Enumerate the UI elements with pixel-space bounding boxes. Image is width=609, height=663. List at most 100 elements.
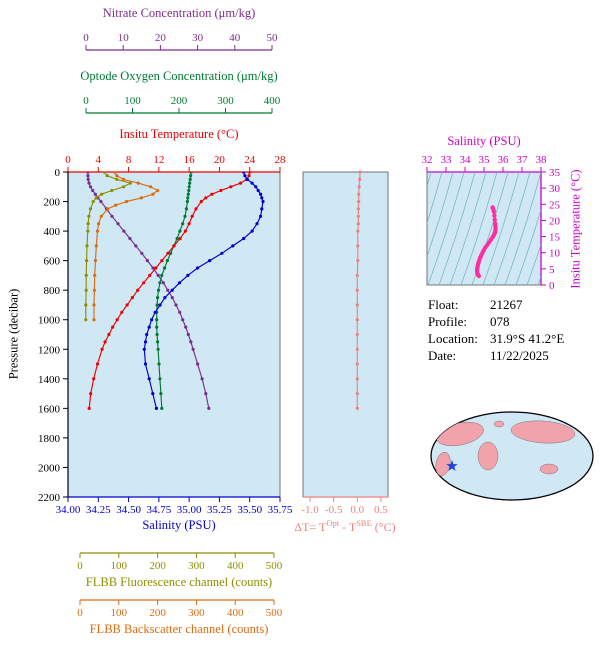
nitrate-tick-label: 30	[192, 32, 204, 44]
ts-temperature-tick-label: 10	[549, 248, 561, 260]
delta-t-tick-label: -0.5	[325, 504, 343, 516]
pressure-tick-label: 1800	[38, 433, 61, 445]
profile-label: Profile:	[428, 314, 467, 330]
backscatter-axis: 0 100 200 300 400 500	[77, 599, 283, 619]
temperature-tick-label: 0	[65, 154, 71, 166]
temperature-tick-label: 4	[96, 154, 102, 166]
temperature-tick-label: 12	[153, 154, 164, 166]
nitrate-tick-label: 50	[267, 32, 279, 44]
location-row: Location: 31.9°S 41.2°E	[428, 330, 564, 347]
nitrate-axis: 0 10 20 30 40 50	[83, 32, 279, 51]
ts-salinity-tick-label: 36	[498, 154, 510, 166]
nitrate-tick-label: 40	[229, 32, 241, 44]
float-id-row: Float: 21267	[428, 296, 564, 313]
profile-row: Profile: 078	[428, 313, 564, 330]
oxygen-profile	[155, 172, 193, 410]
pressure-tick-label: 2000	[38, 462, 61, 474]
salinity-axis: 34.00 34.25 34.50 34.75 35.00 35.25 35.50 35.75	[56, 496, 293, 516]
ts-salinity-tick-label: 38	[536, 154, 548, 166]
ts-curve	[474, 205, 498, 279]
delta-t-tick-label: 0.5	[374, 504, 388, 516]
oxygen-axis: 0 100 200 300 400	[83, 95, 281, 114]
temperature-axis-title: Insitu Temperature (°C)	[119, 127, 239, 141]
fluorescence-tick-label: 500	[266, 560, 283, 572]
oxygen-tick-label: 400	[264, 95, 281, 107]
temperature-tick-label: 8	[126, 154, 132, 166]
temperature-tick-label: 24	[244, 154, 256, 166]
backscatter-axis-title: FLBB Backscatter channel (counts)	[89, 622, 269, 636]
nitrate-tick-label: 0	[83, 32, 89, 44]
oxygen-axis-title: Optode Oxygen Concentration (μm/kg)	[80, 69, 278, 83]
delta-t-axis-title: ΔT= TOpt - TSBE (°C)	[280, 518, 410, 535]
temperature-tick-label: 16	[184, 154, 196, 166]
main-plot-panel	[67, 171, 281, 498]
delta-t-tick-label: 0.0	[350, 504, 364, 516]
pressure-tick-label: 600	[44, 256, 61, 268]
nitrate-tick-label: 10	[118, 32, 130, 44]
backscatter-tick-label: 100	[111, 607, 128, 619]
delta-t-title-p1: ΔT= T	[294, 520, 327, 534]
backscatter-tick-label: 0	[77, 607, 83, 619]
fluorescence-tick-label: 100	[111, 560, 128, 572]
fluorescence-profile	[84, 172, 132, 322]
backscatter-tick-label: 500	[266, 607, 283, 619]
date-value: 11/22/2025	[490, 348, 549, 364]
ts-temperature-tick-label: 5	[549, 264, 555, 276]
delta-t-panel	[302, 171, 389, 498]
backscatter-profile	[92, 172, 160, 322]
world-map	[430, 411, 594, 501]
salinity-tick-label: 35.25	[207, 504, 232, 516]
backscatter-tick-label: 300	[188, 607, 205, 619]
pressure-tick-label: 1600	[38, 403, 61, 415]
oxygen-tick-label: 200	[171, 95, 188, 107]
delta-t-profile	[355, 170, 362, 410]
date-row: Date: 11/22/2025	[428, 347, 564, 364]
nitrate-tick-label: 20	[155, 32, 167, 44]
pressure-tick-label: 800	[44, 285, 61, 297]
ts-salinity-tick-label: 35	[479, 154, 491, 166]
salinity-tick-label: 34.50	[116, 504, 141, 516]
ts-temperature-tick-label: 20	[549, 215, 561, 227]
pressure-tick-label: 2200	[38, 492, 61, 504]
salinity-tick-label: 34.00	[56, 504, 81, 516]
delta-t-title-p2: - T	[339, 520, 357, 534]
pressure-tick-label: 400	[44, 226, 61, 238]
pressure-tick-label: 1400	[38, 374, 61, 386]
float-label: Float:	[428, 297, 459, 312]
backscatter-tick-label: 200	[149, 607, 166, 619]
fluorescence-tick-label: 300	[188, 560, 205, 572]
map-land	[435, 420, 576, 477]
ts-temperature-tick-label: 15	[549, 232, 561, 244]
salinity-tick-label: 34.25	[86, 504, 111, 516]
salinity-profile	[142, 172, 265, 410]
temperature-profile	[87, 172, 252, 410]
oxygen-tick-label: 300	[217, 95, 234, 107]
oxygen-tick-label: 100	[124, 95, 141, 107]
location-value: 31.9°S 41.2°E	[490, 331, 565, 347]
ts-salinity-tick-label: 34	[460, 154, 472, 166]
ts-salinity-tick-label: 37	[517, 154, 529, 166]
backscatter-tick-label: 400	[227, 607, 244, 619]
salinity-tick-label: 35.00	[177, 504, 202, 516]
salinity-tick-label: 35.50	[237, 504, 262, 516]
fluorescence-axis: 0 100 200 300 400 500	[77, 552, 283, 572]
pressure-tick-label: 200	[44, 197, 61, 209]
salinity-tick-label: 35.75	[268, 504, 293, 516]
delta-t-title-sup2: SBE	[356, 518, 372, 528]
pressure-tick-label: 0	[55, 167, 61, 179]
salinity-axis-title: Salinity (PSU)	[142, 518, 216, 532]
pressure-tick-label: 1000	[38, 315, 61, 327]
fluorescence-axis-title: FLBB Fluorescence channel (counts)	[85, 575, 273, 589]
nitrate-profile	[86, 172, 211, 410]
ts-density-contours	[427, 172, 541, 285]
temperature-tick-label: 20	[214, 154, 226, 166]
ts-salinity-axis-title: Salinity (PSU)	[447, 134, 521, 148]
temperature-tick-label: 28	[275, 154, 287, 166]
fluorescence-tick-label: 0	[77, 560, 83, 572]
ts-salinity-tick-label: 32	[422, 154, 433, 166]
ts-temperature-tick-label: 30	[549, 183, 561, 195]
location-label: Location:	[428, 331, 478, 347]
float-info-block: Float: 21267 Profile: 078 Location: 31.9°S …	[428, 296, 564, 365]
